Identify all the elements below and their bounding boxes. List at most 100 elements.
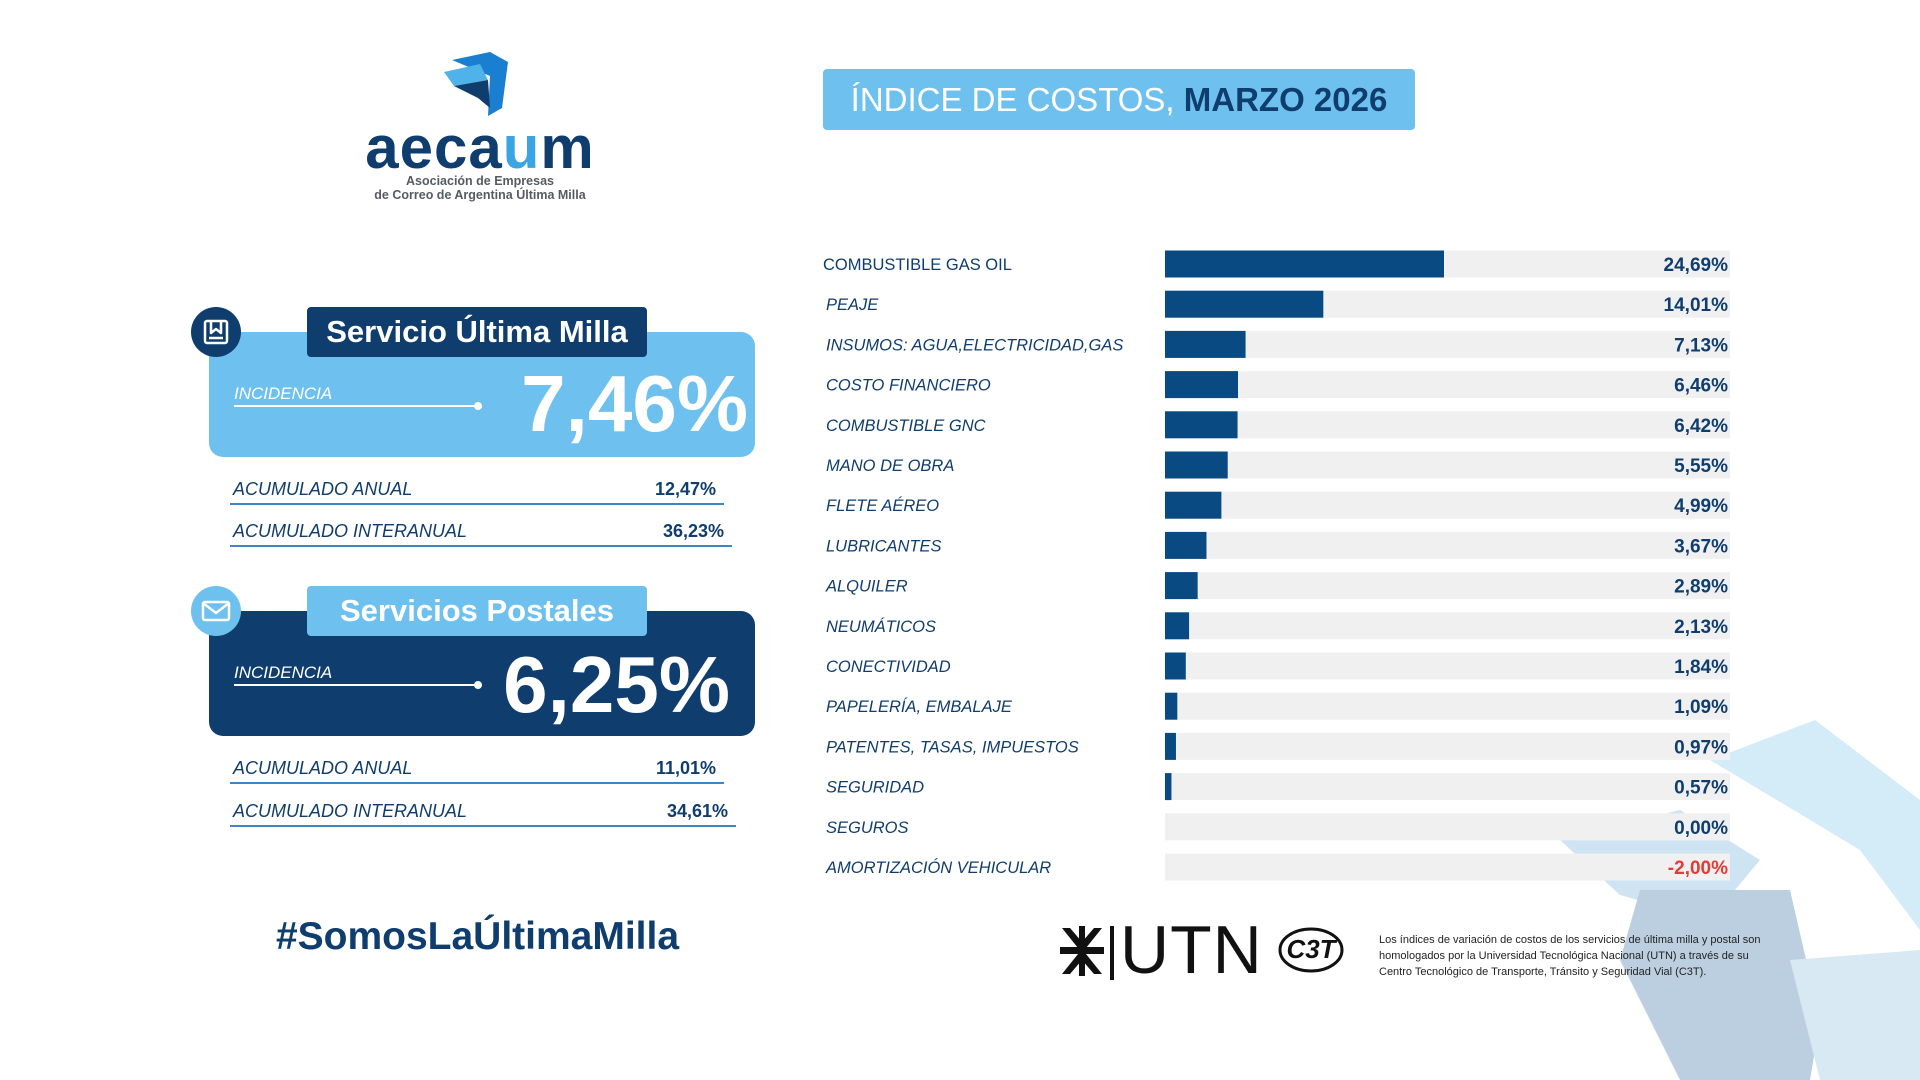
bar <box>1165 732 1176 760</box>
category-label: CONECTIVIDAD <box>826 658 951 676</box>
bar <box>1165 371 1238 399</box>
bar <box>1165 612 1190 640</box>
acumulado-row: ACUMULADO INTERANUAL 36,23% <box>230 511 732 547</box>
value-label: 0,00% <box>1674 818 1728 839</box>
acumulado-label: ACUMULADO ANUAL <box>233 758 413 778</box>
bar-track <box>1165 330 1730 358</box>
utn-divider <box>1110 926 1114 980</box>
incidencia-dot <box>474 681 482 689</box>
bar-track <box>1165 853 1730 881</box>
card-ultima-milla-title: Servicio Última Milla <box>307 307 647 357</box>
category-label: SEGUROS <box>826 819 909 837</box>
logo-wordmark: aecaum <box>365 114 595 181</box>
value-label: 4,99% <box>1674 496 1728 517</box>
category-label: PAPELERÍA, EMBALAJE <box>826 697 1013 716</box>
bar-track <box>1165 652 1730 680</box>
incidencia-dot <box>474 402 482 410</box>
category-label: LUBRICANTES <box>826 537 942 555</box>
bar-track <box>1165 411 1730 439</box>
utn-wordmark: UTN <box>1120 912 1263 988</box>
category-label: ALQUILER <box>825 578 908 596</box>
incidencia-label: INCIDENCIA <box>234 663 333 682</box>
utn-emblem-icon <box>1060 926 1104 976</box>
cost-index-chart: COMBUSTIBLE GAS OIL 24,69% PEAJE 14,01% INSU… <box>820 248 1740 888</box>
value-label: 5,55% <box>1674 456 1728 477</box>
c3t-logo: C3T <box>1278 926 1344 974</box>
c3t-text: C3T <box>1286 934 1336 964</box>
acumulado-label: ACUMULADO INTERANUAL <box>233 801 468 821</box>
incidencia-label: INCIDENCIA <box>234 384 333 403</box>
acumulado-value: 36,23% <box>662 521 724 541</box>
category-label: SEGURIDAD <box>826 779 924 797</box>
card-postales-title: Servicios Postales <box>307 586 647 636</box>
utn-logo: UTN C3T <box>1060 916 1350 985</box>
acumulado-label: ACUMULADO ANUAL <box>233 479 413 499</box>
value-label: 2,89% <box>1674 577 1728 598</box>
bar <box>1165 411 1238 439</box>
category-label: FLETE AÉREO <box>826 496 939 515</box>
value-label: 6,46% <box>1674 376 1728 397</box>
value-label: 1,84% <box>1674 657 1728 678</box>
bar <box>1165 531 1207 559</box>
acumulado-value: 34,61% <box>666 801 728 821</box>
incidencia-line <box>234 405 478 407</box>
bar-track <box>1165 692 1730 720</box>
bar <box>1165 330 1246 358</box>
bar <box>1165 692 1178 720</box>
acumulado-value: 11,01% <box>655 758 716 778</box>
category-label: INSUMOS: AGUA,ELECTRICIDAD,GAS <box>826 336 1123 354</box>
category-label: COSTO FINANCIERO <box>826 377 991 395</box>
bar-track <box>1165 451 1730 479</box>
bar <box>1165 491 1222 519</box>
category-label: AMORTIZACIÓN VEHICULAR <box>825 858 1051 877</box>
bar <box>1165 250 1444 278</box>
box-icon <box>191 307 241 357</box>
bar <box>1165 451 1228 479</box>
category-label: NEUMÁTICOS <box>826 617 936 636</box>
footer-note: Los índices de variación de costos de lo… <box>1379 934 1761 978</box>
bar <box>1165 290 1324 318</box>
bar <box>1165 572 1198 600</box>
page-title: ÍNDICE DE COSTOS, MARZO 2026 <box>823 69 1415 130</box>
value-label: 1,09% <box>1674 697 1728 718</box>
value-label: 0,97% <box>1674 737 1728 758</box>
bar-track <box>1165 773 1730 801</box>
value-label: 7,13% <box>1674 335 1728 356</box>
value-label: 6,42% <box>1674 416 1728 437</box>
bar-track <box>1165 531 1730 559</box>
acumulado-row: ACUMULADO ANUAL 12,47% <box>230 469 724 505</box>
acumulado-value: 12,47% <box>654 479 716 499</box>
bar-track <box>1165 732 1730 760</box>
category-label: PEAJE <box>826 296 879 314</box>
incidencia-value: 7,46% <box>521 359 748 448</box>
bar-track <box>1165 813 1730 841</box>
value-label: 14,01% <box>1664 295 1729 316</box>
logo-subtitle-line1: Asociación de Empresas <box>406 174 554 188</box>
category-label: COMBUSTIBLE GAS OIL <box>823 256 1012 274</box>
bar <box>1165 652 1186 680</box>
incidencia-value: 6,25% <box>503 640 730 729</box>
envelope-icon <box>191 586 241 636</box>
acumulado-row: ACUMULADO ANUAL 11,01% <box>230 748 724 784</box>
value-label: 0,57% <box>1674 778 1728 799</box>
value-label: -2,00% <box>1668 858 1728 879</box>
logo-mark-icon <box>444 52 508 116</box>
category-label: MANO DE OBRA <box>826 457 954 475</box>
bar-track <box>1165 371 1730 399</box>
value-label: 3,67% <box>1674 536 1728 557</box>
acumulado-label: ACUMULADO INTERANUAL <box>233 521 468 541</box>
bar <box>1165 773 1172 801</box>
category-label: COMBUSTIBLE GNC <box>826 417 986 435</box>
value-label: 2,13% <box>1674 617 1728 638</box>
bar-track <box>1165 491 1730 519</box>
cost-index-chart-svg: COMBUSTIBLE GAS OIL 24,69% PEAJE 14,01% INSU… <box>823 250 1730 881</box>
category-label: PATENTES, TASAS, IMPUESTOS <box>826 738 1079 756</box>
logo-subtitle-line2: de Correo de Argentina Última Milla <box>374 188 586 202</box>
bar-track <box>1165 612 1730 640</box>
incidencia-line <box>234 684 478 686</box>
aecaum-logo: aecaum Asociación de Empresas de Correo … <box>345 50 615 210</box>
value-label: 24,69% <box>1664 255 1729 276</box>
hashtag: #SomosLaÚltimaMilla <box>275 915 680 958</box>
acumulado-row: ACUMULADO INTERANUAL 34,61% <box>230 791 736 827</box>
bar-track <box>1165 572 1730 600</box>
